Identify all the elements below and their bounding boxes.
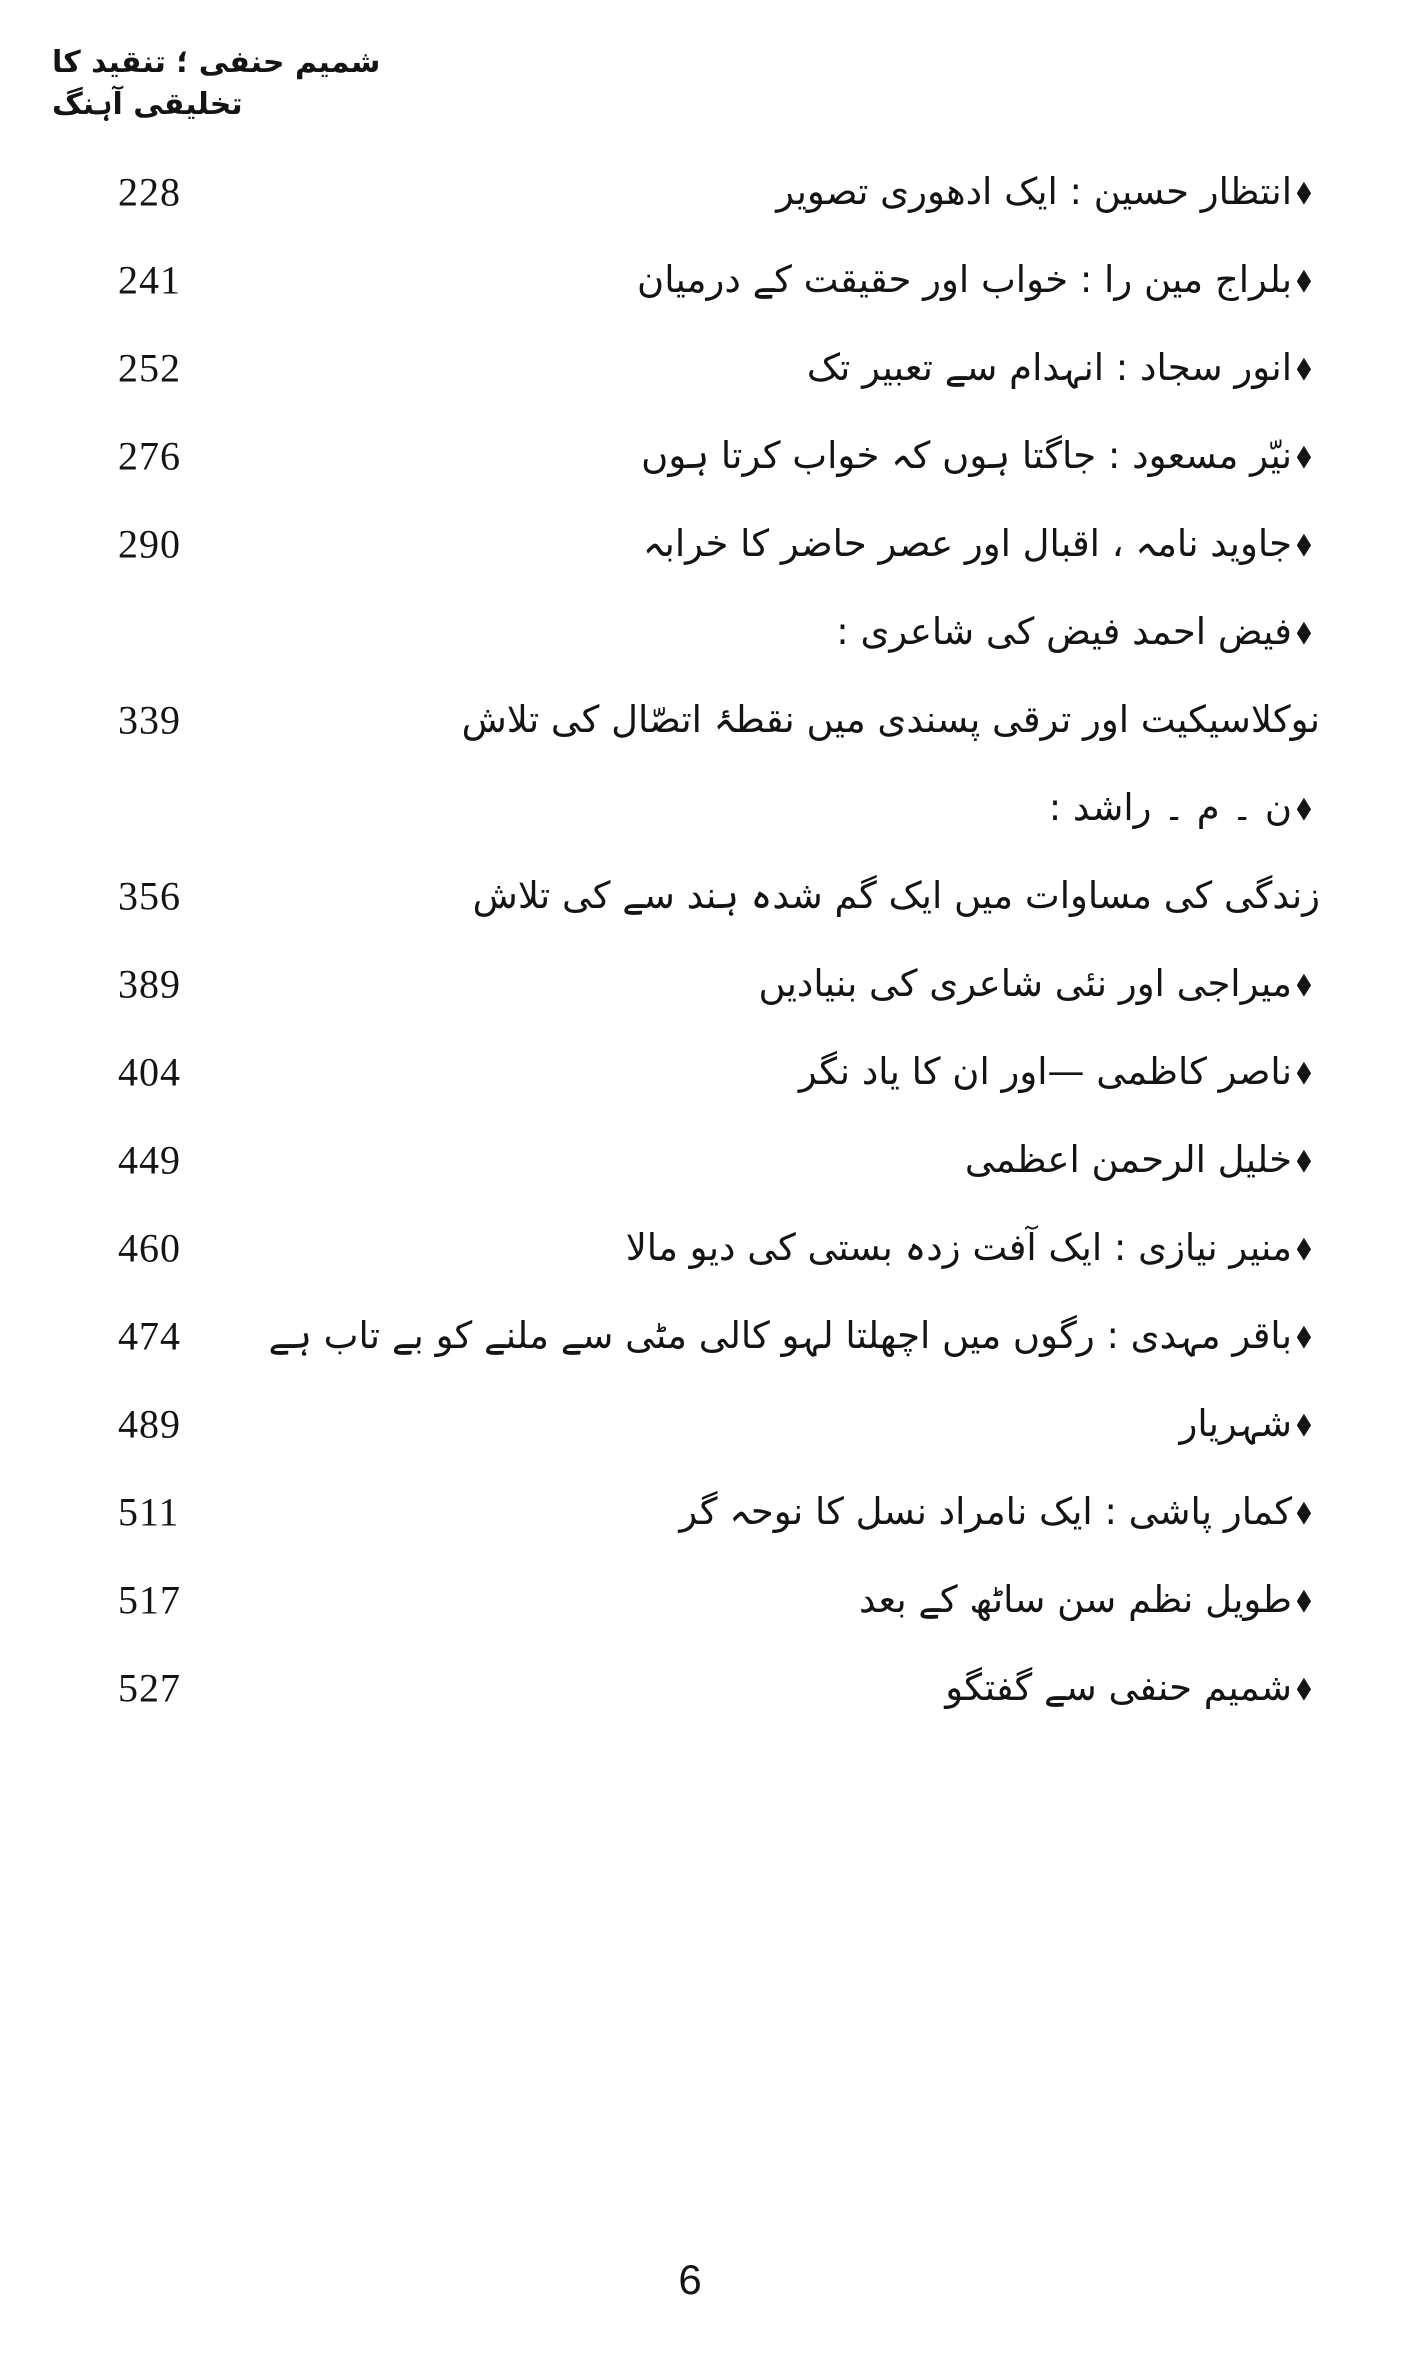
toc-entry-row: 276 نیّر مسعود : جاگتا ہوں کہ خواب کرتا …	[0, 412, 1422, 500]
diamond-bullet-icon: ◆	[1296, 1230, 1312, 1266]
toc-entry-title: انتظار حسین : ایک ادھوری تصویر	[776, 169, 1292, 213]
toc-entry-row: 511 کمار پاشی : ایک نامراد نسل کا نوحہ گ…	[0, 1468, 1422, 1556]
toc-entry-title: خلیل الرحمن اعظمی	[964, 1137, 1292, 1181]
toc-entry-row: فیض احمد فیض کی شاعری : ◆	[0, 588, 1422, 676]
toc-page-number: 276	[118, 433, 181, 479]
toc-entry-title: باقر مہدی : رگوں میں اچھلتا لہو کالی مٹی…	[268, 1313, 1292, 1357]
toc-entry-row: 474 باقر مہدی : رگوں میں اچھلتا لہو کالی…	[0, 1292, 1422, 1380]
toc-entry-row: 290 جاوید نامہ ، اقبال اور عصر حاضر کا خ…	[0, 500, 1422, 588]
toc-entry-row: 241 بلراج مین را : خواب اور حقیقت کے درم…	[0, 236, 1422, 324]
toc-entry-title: بلراج مین را : خواب اور حقیقت کے درمیان	[637, 257, 1292, 301]
diamond-bullet-icon: ◆	[1296, 526, 1312, 562]
toc-entry-row: 339 نوکلاسیکیت اور ترقی پسندی میں نقطۂ ا…	[0, 676, 1422, 764]
toc-entry-title: ن ۔ م ۔ راشد :	[1048, 785, 1292, 829]
diamond-bullet-icon: ◆	[1296, 1142, 1312, 1178]
toc-entry-title: نوکلاسیکیت اور ترقی پسندی میں نقطۂ اتصّا…	[461, 697, 1320, 741]
diamond-bullet-icon: ◆	[1296, 1494, 1312, 1530]
diamond-bullet-icon: ◆	[1296, 1318, 1312, 1354]
diamond-bullet-icon: ◆	[1296, 1582, 1312, 1618]
toc-entry-title: انور سجاد : انہدام سے تعبیر تک	[806, 345, 1292, 389]
toc-entry-title: نیّر مسعود : جاگتا ہوں کہ خواب کرتا ہوں	[641, 433, 1292, 477]
diamond-bullet-icon: ◆	[1296, 1054, 1312, 1090]
toc-entry-row: 228 انتظار حسین : ایک ادھوری تصویر ◆	[0, 148, 1422, 236]
toc-entry-title: شہریار	[1179, 1401, 1292, 1445]
toc-entry-title: شمیم حنفی سے گفتگو	[945, 1665, 1292, 1709]
toc-page-number: 356	[118, 873, 181, 919]
toc-entry-title: زندگی کی مساوات میں ایک گم شدہ ہند سے کی…	[472, 873, 1320, 917]
toc-page-number: 527	[118, 1665, 181, 1711]
toc-page-number: 449	[118, 1137, 181, 1183]
toc-entry-title: طویل نظم سن ساٹھ کے بعد	[859, 1577, 1292, 1621]
running-head-title: شمیم حنفی ؛ تنقید کا تخلیقی آہنگ	[52, 45, 381, 122]
toc-page-number: 404	[118, 1049, 181, 1095]
toc-page-number: 241	[118, 257, 181, 303]
toc-entry-row: ن ۔ م ۔ راشد : ◆	[0, 764, 1422, 852]
toc-page-number: 389	[118, 961, 181, 1007]
toc-page-number: 290	[118, 521, 181, 567]
toc-page-number: 252	[118, 345, 181, 391]
toc-entry-row: 404 ناصر کاظمی —اور ان کا یاد نگر ◆	[0, 1028, 1422, 1116]
diamond-bullet-icon: ◆	[1296, 966, 1312, 1002]
toc-page-number: 228	[118, 169, 181, 215]
diamond-bullet-icon: ◆	[1296, 1670, 1312, 1706]
diamond-bullet-icon: ◆	[1296, 438, 1312, 474]
diamond-bullet-icon: ◆	[1296, 262, 1312, 298]
toc-page-number: 474	[118, 1313, 181, 1359]
toc-entry-title: فیض احمد فیض کی شاعری :	[836, 609, 1292, 653]
diamond-bullet-icon: ◆	[1296, 350, 1312, 386]
toc-page-number: 460	[118, 1225, 181, 1271]
toc-entry-row: 460 منیر نیازی : ایک آفت زدہ بستی کی دیو…	[0, 1204, 1422, 1292]
toc-entry-row: 252 انور سجاد : انہدام سے تعبیر تک ◆	[0, 324, 1422, 412]
diamond-bullet-icon: ◆	[1296, 1406, 1312, 1442]
diamond-bullet-icon: ◆	[1296, 614, 1312, 650]
toc-entry-row: 389 میراجی اور نئی شاعری کی بنیادیں ◆	[0, 940, 1422, 1028]
toc-entry-row: 356 زندگی کی مساوات میں ایک گم شدہ ہند س…	[0, 852, 1422, 940]
toc-entry-title: میراجی اور نئی شاعری کی بنیادیں	[758, 961, 1292, 1005]
diamond-bullet-icon: ◆	[1296, 174, 1312, 210]
toc-page-number: 511	[118, 1489, 180, 1535]
toc-entry-title: جاوید نامہ ، اقبال اور عصر حاضر کا خرابہ	[642, 521, 1292, 565]
diamond-bullet-icon: ◆	[1296, 790, 1312, 826]
table-of-contents: 228 انتظار حسین : ایک ادھوری تصویر ◆ 241…	[0, 148, 1422, 1732]
toc-entry-title: ناصر کاظمی —اور ان کا یاد نگر	[798, 1049, 1292, 1093]
toc-entry-row: 489 شہریار ◆	[0, 1380, 1422, 1468]
toc-entry-row: 517 طویل نظم سن ساٹھ کے بعد ◆	[0, 1556, 1422, 1644]
toc-entry-row: 449 خلیل الرحمن اعظمی ◆	[0, 1116, 1422, 1204]
folio-page-number: 6	[678, 2256, 702, 2303]
toc-page-number: 517	[118, 1577, 181, 1623]
toc-entry-row: 527 شمیم حنفی سے گفتگو ◆	[0, 1644, 1422, 1732]
toc-entry-title: منیر نیازی : ایک آفت زدہ بستی کی دیو مال…	[625, 1225, 1292, 1269]
toc-page-number: 489	[118, 1401, 181, 1447]
toc-entry-title: کمار پاشی : ایک نامراد نسل کا نوحہ گر	[679, 1489, 1292, 1533]
toc-page-number: 339	[118, 697, 181, 743]
